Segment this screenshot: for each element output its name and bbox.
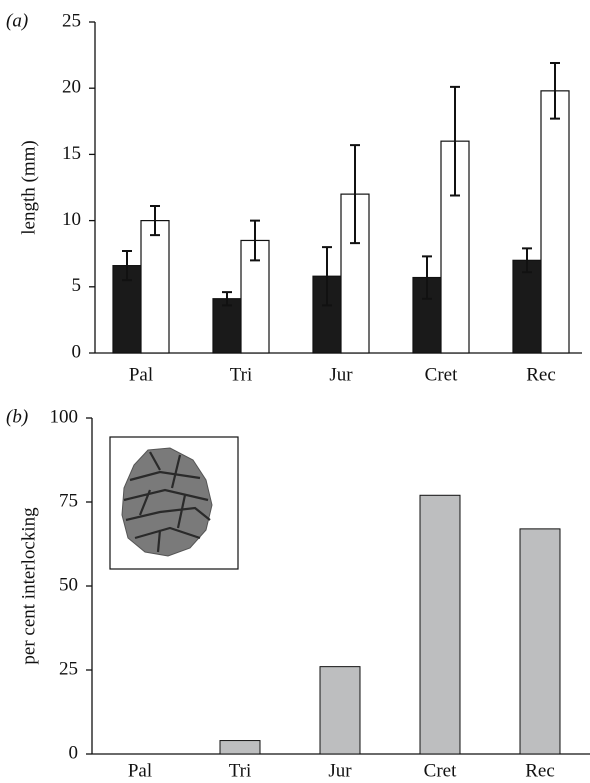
y-tick-label: 15 [62,143,81,164]
bar [140,220,170,354]
y-tick-label: 20 [62,77,81,98]
bar [419,494,461,755]
x-tick-label: Rec [525,760,555,781]
error-bar [350,144,360,245]
bar [319,666,361,755]
y-tick-label: 10 [62,209,81,230]
y-tick-label: 0 [72,341,82,362]
y-tick-label: 25 [62,10,81,31]
x-tick-label: Jur [328,760,352,781]
bar [519,528,561,755]
error-bar [122,250,132,282]
inset-image [109,436,239,570]
error-bar [422,255,432,300]
panel-label: (b) [6,406,28,427]
panel-label: (a) [6,10,28,31]
x-tick-label: Cret [425,364,458,385]
x-tick-label: Rec [526,364,556,385]
error-bar [222,291,232,307]
x-tick-label: Tri [230,364,253,385]
error-bar [550,62,560,120]
x-tick-label: Pal [128,760,152,781]
x-tick-label: Tri [229,760,252,781]
y-tick-label: 25 [59,658,78,679]
error-bar [450,85,460,197]
error-bar [322,246,332,307]
bar [219,740,261,755]
bar [212,298,242,354]
x-tick-label: Jur [329,364,353,385]
x-tick-label: Pal [129,364,153,385]
bar [512,259,542,354]
error-bar [250,219,260,262]
y-tick-label: 100 [50,406,79,427]
x-tick-label: Cret [424,760,457,781]
error-bar [150,205,160,237]
y-tick-label: 50 [59,574,78,595]
y-tick-label: 5 [72,275,82,296]
y-axis-label: per cent interlocking [18,507,39,665]
error-bar [522,247,532,274]
bar [540,90,570,354]
cone-scales [123,451,211,553]
y-axis-label: length (mm) [18,140,39,234]
y-tick-label: 75 [59,490,78,511]
y-tick-label: 0 [69,742,79,763]
